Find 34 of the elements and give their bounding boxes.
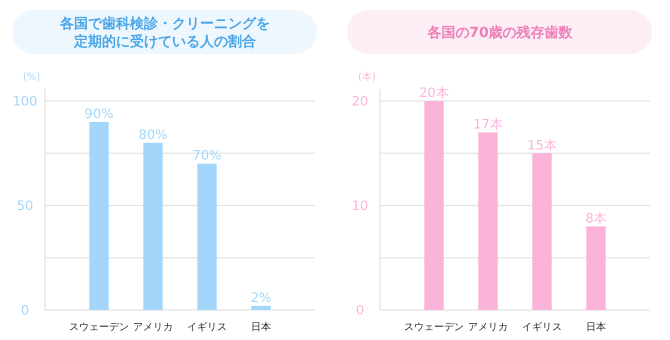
bar xyxy=(478,132,498,310)
data-label: 80% xyxy=(138,128,168,143)
y-axis-title: (%) xyxy=(23,72,40,83)
data-label: 70% xyxy=(192,148,222,164)
x-tick-label: スウェーデン xyxy=(69,322,129,333)
bar xyxy=(197,164,217,310)
data-label: 15本 xyxy=(527,138,557,154)
x-tick-label: アメリカ xyxy=(468,322,508,333)
bar xyxy=(532,153,552,310)
x-tick-label: イギリス xyxy=(187,321,227,333)
bar xyxy=(586,226,606,310)
bar xyxy=(251,306,271,310)
x-tick-label: スウェーデン xyxy=(404,322,464,333)
x-tick-label: 日本 xyxy=(251,321,271,333)
chart-title: 各国の70歳の残存歯数 xyxy=(426,25,574,41)
data-label: 20本 xyxy=(419,86,449,101)
y-tick-label: 100 xyxy=(12,94,38,110)
x-tick-label: 日本 xyxy=(586,321,606,333)
y-tick-label: 0 xyxy=(20,304,30,319)
data-label: 90% xyxy=(84,106,114,122)
y-tick-label: 10 xyxy=(352,199,368,214)
x-tick-label: アメリカ xyxy=(133,322,173,333)
bar xyxy=(424,101,444,310)
y-tick-label: 0 xyxy=(356,304,364,319)
y-tick-label: 50 xyxy=(16,199,34,214)
data-label: 17本 xyxy=(473,117,503,132)
y-axis-title: (本) xyxy=(358,71,376,83)
bar xyxy=(89,122,109,310)
data-label: 8本 xyxy=(585,211,607,226)
chart-title: 各国で歯科検診・クリーニングを定期的に受けている人の割合 xyxy=(59,15,270,50)
data-label: 2% xyxy=(250,290,272,306)
bar xyxy=(143,142,163,310)
x-tick-label: イギリス xyxy=(522,321,562,333)
y-tick-label: 20 xyxy=(352,94,368,110)
